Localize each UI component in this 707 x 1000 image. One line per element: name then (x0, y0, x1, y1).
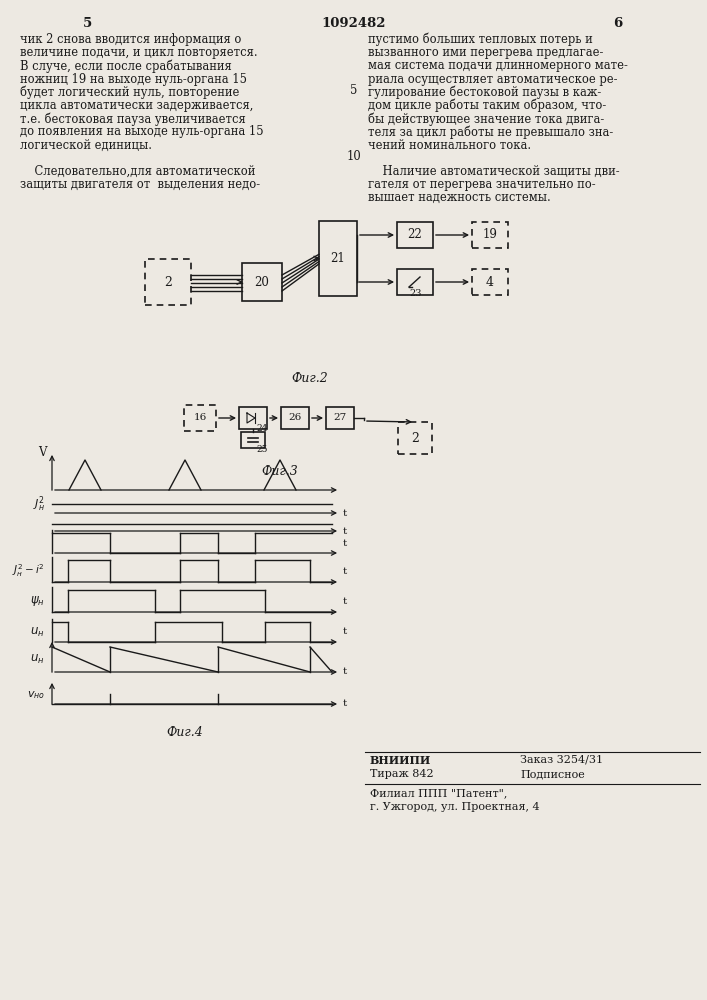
Text: 1092482: 1092482 (321, 17, 386, 30)
Text: Фиг.4: Фиг.4 (167, 726, 204, 739)
Text: 2: 2 (164, 275, 172, 288)
Bar (326, 407, 354, 429)
Text: $\psi_н$: $\psi_н$ (30, 594, 45, 608)
Text: пустимо больших тепловых потерь и: пустимо больших тепловых потерь и (368, 33, 592, 46)
Text: вышает надежность системы.: вышает надежность системы. (368, 191, 551, 204)
Text: t: t (343, 526, 347, 536)
Bar (397, 222, 433, 248)
Text: Фиг.3: Фиг.3 (262, 465, 298, 478)
Text: ВНИИПИ: ВНИИПИ (370, 755, 431, 766)
Bar (472, 222, 508, 248)
Text: гателя от перегрева значительно по-: гателя от перегрева значительно по- (368, 178, 595, 191)
Text: т.е. бестоковая пауза увеличивается: т.е. бестоковая пауза увеличивается (20, 112, 246, 126)
Text: Тираж 842: Тираж 842 (370, 769, 433, 779)
Text: дом цикле работы таким образом, что-: дом цикле работы таким образом, что- (368, 99, 606, 112)
Text: t: t (343, 538, 347, 548)
Text: чений номинального тока.: чений номинального тока. (368, 139, 531, 152)
Text: Подписное: Подписное (520, 769, 585, 779)
Text: t: t (343, 700, 347, 708)
Text: чик 2 снова вводится информация о: чик 2 снова вводится информация о (20, 33, 241, 46)
Text: Наличие автоматической защиты дви-: Наличие автоматической защиты дви- (368, 165, 619, 178)
Text: $J_н^2$: $J_н^2$ (33, 494, 45, 514)
Bar (184, 405, 216, 431)
Text: Фиг.2: Фиг.2 (291, 372, 328, 385)
Text: t: t (343, 508, 347, 518)
Text: величине подачи, и цикл повторяется.: величине подачи, и цикл повторяется. (20, 46, 257, 59)
Bar (241, 432, 265, 448)
Text: Заказ 3254/31: Заказ 3254/31 (520, 755, 603, 765)
Text: 10: 10 (346, 150, 361, 163)
Bar (472, 269, 508, 295)
Text: Следовательно,для автоматической: Следовательно,для автоматической (20, 165, 255, 178)
Text: 23: 23 (410, 289, 422, 298)
Text: до появления на выходе нуль-органа 15: до появления на выходе нуль-органа 15 (20, 125, 264, 138)
Text: будет логический нуль, повторение: будет логический нуль, повторение (20, 86, 240, 99)
Text: г. Ужгород, ул. Проектная, 4: г. Ужгород, ул. Проектная, 4 (370, 802, 539, 812)
Text: 21: 21 (331, 252, 346, 265)
Text: $J_н^2-i^2$: $J_н^2-i^2$ (12, 563, 45, 579)
Text: 16: 16 (194, 414, 206, 422)
Text: $u_н$: $u_н$ (30, 625, 45, 639)
Text: гулирование бестоковой паузы в каж-: гулирование бестоковой паузы в каж- (368, 86, 601, 99)
Text: 22: 22 (408, 229, 422, 241)
Text: вызванного ими перегрева предлагае-: вызванного ими перегрева предлагае- (368, 46, 603, 59)
Text: ножниц 19 на выходе нуль-органа 15: ножниц 19 на выходе нуль-органа 15 (20, 73, 247, 86)
Text: V: V (38, 446, 47, 458)
Text: защиты двигателя от  выделения недо-: защиты двигателя от выделения недо- (20, 178, 260, 191)
Text: 6: 6 (614, 17, 623, 30)
Bar (398, 422, 432, 454)
Text: $u_н$: $u_н$ (30, 653, 45, 666)
Text: 26: 26 (288, 414, 302, 422)
Text: $v_{но}$: $v_{но}$ (27, 689, 45, 701)
Text: 4: 4 (486, 275, 494, 288)
Text: мая система подачи длинномерного мате-: мая система подачи длинномерного мате- (368, 59, 628, 72)
Text: t: t (343, 566, 347, 576)
Text: риала осуществляет автоматическое ре-: риала осуществляет автоматическое ре- (368, 73, 617, 86)
Text: В случе, если после срабатывания: В случе, если после срабатывания (20, 59, 232, 73)
Text: 20: 20 (255, 275, 269, 288)
Bar (281, 407, 309, 429)
Text: 24: 24 (256, 424, 267, 433)
Text: 25: 25 (256, 445, 267, 454)
Bar (397, 269, 433, 295)
Text: 27: 27 (334, 414, 346, 422)
Text: 19: 19 (483, 229, 498, 241)
Text: Филиал ППП "Патент",: Филиал ППП "Патент", (370, 788, 508, 798)
Text: t: t (343, 668, 347, 676)
Bar (319, 221, 357, 296)
Text: t: t (343, 596, 347, 605)
Bar (242, 263, 282, 301)
Bar (239, 407, 267, 429)
Text: 5: 5 (350, 84, 357, 97)
Text: 2: 2 (411, 432, 419, 444)
Text: теля за цикл работы не превышало зна-: теля за цикл работы не превышало зна- (368, 125, 613, 139)
Text: логической единицы.: логической единицы. (20, 139, 152, 152)
Text: t: t (343, 628, 347, 637)
Text: 5: 5 (83, 17, 93, 30)
Text: бы действующее значение тока двига-: бы действующее значение тока двига- (368, 112, 604, 126)
Text: цикла автоматически задерживается,: цикла автоматически задерживается, (20, 99, 253, 112)
Bar (145, 259, 191, 305)
